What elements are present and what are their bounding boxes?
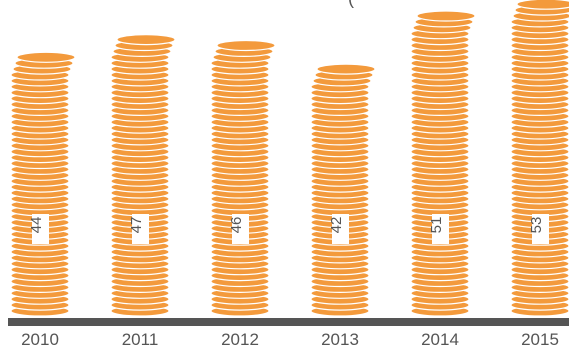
coin	[116, 33, 176, 46]
coin-stack-2015: 53	[510, 0, 569, 317]
coin	[16, 51, 76, 63]
coin	[416, 10, 476, 22]
coin-stack-2010: 44	[10, 51, 76, 317]
x-axis-baseline	[8, 318, 569, 326]
coin-stack-2011: 47	[110, 33, 176, 317]
value-label: 53	[528, 217, 545, 234]
value-label: 47	[128, 217, 145, 234]
value-label: 46	[228, 217, 245, 234]
coin	[216, 39, 276, 52]
x-tick-label: 2015	[521, 330, 559, 349]
title-fragment: (	[348, 0, 354, 9]
value-label: 42	[328, 217, 345, 234]
coin	[316, 63, 376, 75]
coin	[516, 0, 569, 10]
value-label: 44	[28, 217, 45, 234]
value-label-box	[532, 214, 549, 244]
x-tick-label: 2010	[21, 330, 59, 349]
value-label-box	[232, 214, 249, 244]
value-label-box	[332, 214, 349, 244]
x-tick-label: 2011	[122, 330, 159, 349]
x-tick-label: 2013	[321, 330, 359, 349]
coin-stack-2013: 42	[310, 63, 376, 317]
value-label-box	[32, 214, 49, 244]
x-tick-label: 2014	[421, 330, 459, 349]
value-label: 51	[428, 217, 445, 234]
x-tick-label: 2012	[221, 330, 259, 349]
coin-stack-2014: 51	[410, 10, 476, 317]
value-label-box	[432, 214, 449, 244]
coin-stack-2012: 46	[210, 39, 276, 317]
value-label-box	[132, 214, 149, 244]
